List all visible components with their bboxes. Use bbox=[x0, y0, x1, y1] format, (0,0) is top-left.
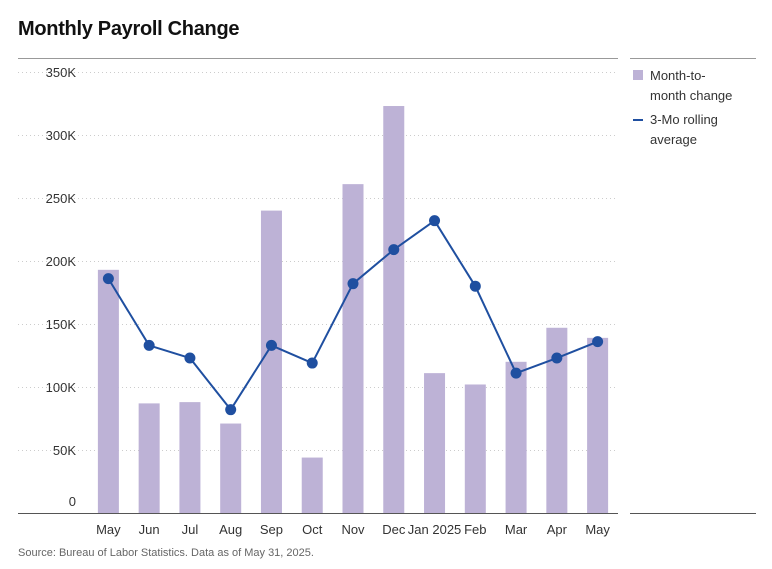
x-tick-label: Nov bbox=[341, 522, 365, 537]
legend-label: Month-to-month change bbox=[650, 66, 732, 106]
y-tick-label: 100K bbox=[46, 380, 77, 395]
line-point bbox=[429, 215, 441, 227]
legend-bar-swatch bbox=[633, 70, 643, 80]
x-tick-label: Dec bbox=[382, 522, 406, 537]
line-point bbox=[551, 352, 563, 364]
line-point bbox=[265, 339, 277, 351]
line-point bbox=[306, 357, 318, 369]
chart-title: Monthly Payroll Change bbox=[18, 18, 240, 40]
line-point bbox=[469, 280, 481, 292]
legend-label-line: month change bbox=[650, 88, 733, 103]
y-tick-label: 200K bbox=[46, 254, 77, 269]
line-point bbox=[388, 244, 400, 256]
x-tick-label: May bbox=[585, 522, 610, 537]
x-tick-label: Mar bbox=[505, 522, 528, 537]
bar bbox=[220, 423, 242, 513]
legend-label-line: Month-to- bbox=[650, 68, 706, 83]
x-tick-label: Aug bbox=[219, 522, 242, 537]
bar bbox=[301, 457, 323, 513]
line-point bbox=[102, 273, 114, 285]
x-tick-label: Apr bbox=[547, 522, 568, 537]
x-tick-label: Jun bbox=[139, 522, 160, 537]
y-tick-label: 0 bbox=[69, 494, 76, 509]
y-tick-label: 350K bbox=[46, 65, 77, 80]
x-tick-label: May bbox=[96, 522, 121, 537]
bar bbox=[342, 184, 364, 513]
legend-label-line: average bbox=[650, 132, 697, 147]
legend-item: 3-Mo rolling average bbox=[633, 110, 753, 150]
chart-legend: Month-to-month change 3-Mo rolling average bbox=[633, 66, 753, 154]
x-tick-label: Sep bbox=[260, 522, 283, 537]
legend-label: 3-Mo rolling average bbox=[650, 110, 718, 150]
bar bbox=[424, 373, 446, 513]
bar bbox=[546, 327, 568, 513]
x-tick-label: Jul bbox=[182, 522, 199, 537]
line-point bbox=[510, 367, 522, 379]
x-tick-label: Oct bbox=[302, 522, 323, 537]
y-tick-label: 150K bbox=[46, 317, 77, 332]
x-tick-label: Jan 2025 bbox=[408, 522, 462, 537]
bar bbox=[179, 402, 201, 513]
bar bbox=[587, 337, 609, 513]
bar bbox=[260, 210, 282, 513]
line-point bbox=[347, 278, 359, 290]
legend-label-line: 3-Mo rolling bbox=[650, 112, 718, 127]
y-tick-label: 300K bbox=[46, 128, 77, 143]
legend-item: Month-to-month change bbox=[633, 66, 753, 106]
bar bbox=[464, 384, 486, 513]
y-tick-label: 50K bbox=[53, 443, 76, 458]
line-point bbox=[225, 404, 237, 416]
bar bbox=[97, 269, 119, 513]
bar bbox=[138, 403, 160, 513]
bar bbox=[383, 106, 405, 514]
legend-line-swatch bbox=[633, 119, 643, 121]
line-point bbox=[592, 336, 604, 348]
bar bbox=[505, 361, 527, 513]
source-note: Source: Bureau of Labor Statistics. Data… bbox=[18, 547, 314, 559]
line-point bbox=[184, 352, 196, 364]
x-tick-label: Feb bbox=[464, 522, 486, 537]
line-point bbox=[143, 339, 155, 351]
y-tick-label: 250K bbox=[46, 191, 77, 206]
